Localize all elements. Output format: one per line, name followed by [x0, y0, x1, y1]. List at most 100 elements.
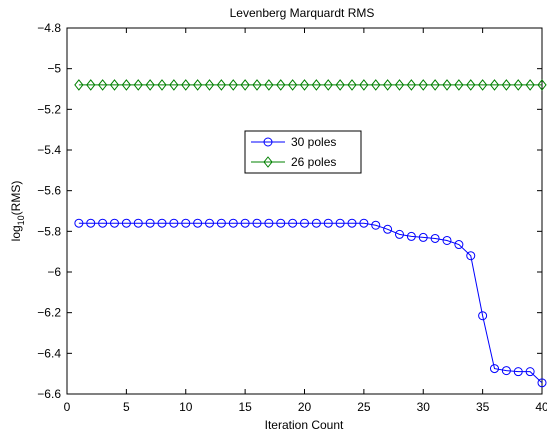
ticks-layer: 0 5 10 15 20 25 30 35 40 −4.8 −5 −5.2 −5.4 −5.6 −5.8 −6…: [37, 21, 547, 414]
data-point-26-poles: [335, 79, 345, 91]
data-point-30-poles: [442, 235, 452, 245]
data-point-26-poles: [501, 79, 512, 91]
data-point-26-poles: [181, 79, 191, 91]
legend-box: [244, 130, 362, 174]
data-point-30-poles: [383, 224, 393, 234]
data-point-26-poles: [537, 79, 547, 91]
legend-label-26-poles: 26 poles: [291, 155, 336, 169]
data-point-26-poles: [145, 79, 155, 91]
data-point-30-poles: [252, 218, 262, 228]
y-axis-label-main: log: [9, 225, 23, 241]
x-tick-label: 30: [417, 400, 431, 414]
series-layer: [74, 79, 547, 388]
data-point-30-poles: [478, 311, 488, 321]
y-tick-label: −5.8: [37, 224, 61, 238]
data-point-26-poles: [418, 79, 428, 91]
data-point-26-poles: [216, 79, 227, 91]
y-tick-label: −5.2: [37, 102, 61, 116]
x-tick-label: 15: [238, 400, 252, 414]
data-point-26-poles: [525, 79, 535, 91]
data-point-26-poles: [97, 79, 108, 91]
data-point-30-poles: [513, 367, 523, 377]
data-point-26-poles: [109, 79, 120, 91]
data-point-30-poles: [406, 231, 416, 241]
y-tick-label: −5: [47, 62, 61, 76]
data-point-30-poles: [430, 233, 440, 243]
data-point-30-poles: [169, 218, 179, 228]
data-point-30-poles: [490, 364, 499, 374]
data-point-26-poles: [157, 79, 167, 91]
data-point-30-poles: [323, 218, 333, 228]
data-point-30-poles: [335, 218, 345, 228]
y-tick-label: −5.4: [37, 143, 61, 157]
data-point-30-poles: [501, 366, 511, 376]
data-point-26-poles: [371, 79, 381, 91]
x-tick-label: 35: [476, 400, 490, 414]
data-point-30-poles: [74, 218, 84, 228]
y-tick-label: −5.6: [37, 184, 61, 198]
data-point-30-poles: [311, 218, 321, 228]
data-point-30-poles: [145, 218, 155, 228]
data-point-26-poles: [133, 79, 143, 91]
legend-marker-30-poles: [263, 137, 273, 147]
data-point-30-poles: [525, 367, 535, 377]
y-axis-label-tail: (RMS): [9, 181, 23, 216]
x-tick-label: 10: [179, 400, 193, 414]
y-axis-label-subscript: 10: [16, 215, 26, 225]
data-point-30-poles: [264, 218, 274, 228]
x-tick-label: 25: [357, 400, 371, 414]
y-axis-label: log10(RMS): [9, 181, 26, 242]
data-point-30-poles: [418, 232, 428, 242]
data-point-30-poles: [300, 218, 309, 228]
data-point-26-poles: [74, 79, 84, 91]
data-point-30-poles: [228, 218, 238, 228]
data-point-26-poles: [287, 79, 298, 91]
y-tick-label: −6.2: [37, 306, 61, 320]
data-point-30-poles: [454, 240, 464, 250]
data-point-30-poles: [537, 378, 547, 388]
x-tick-label: 0: [64, 400, 71, 414]
data-point-30-poles: [359, 218, 369, 228]
data-point-30-poles: [466, 251, 476, 261]
data-point-30-poles: [240, 218, 250, 228]
data-point-30-poles: [121, 218, 131, 228]
chart-title: Levenberg Marquardt RMS: [230, 6, 375, 20]
data-point-26-poles: [359, 79, 369, 91]
data-point-30-poles: [276, 218, 286, 228]
data-point-26-poles: [264, 79, 274, 91]
y-tick-label: −6: [47, 265, 61, 279]
data-point-30-poles: [288, 218, 298, 228]
data-point-26-poles: [394, 79, 405, 91]
data-point-26-poles: [86, 79, 96, 91]
data-point-30-poles: [371, 220, 381, 230]
legend: 30 poles 26 poles: [244, 130, 362, 174]
series-line-30-poles: [78, 222, 543, 384]
legend-marker-26-poles: [263, 156, 273, 168]
data-point-30-poles: [347, 218, 357, 228]
data-point-26-poles: [169, 79, 179, 91]
data-point-26-poles: [454, 79, 464, 91]
data-point-26-poles: [311, 79, 322, 91]
data-point-26-poles: [323, 79, 333, 91]
data-point-30-poles: [157, 218, 167, 228]
data-point-30-poles: [98, 218, 108, 228]
data-point-26-poles: [252, 79, 262, 91]
data-point-30-poles: [216, 218, 226, 228]
y-tick-label: −6.4: [37, 346, 61, 360]
data-point-26-poles: [347, 79, 357, 91]
data-point-26-poles: [477, 79, 488, 91]
data-point-26-poles: [466, 79, 476, 91]
data-point-30-poles: [395, 229, 404, 239]
data-point-26-poles: [240, 79, 250, 91]
legend-label-30-poles: 30 poles: [291, 135, 336, 149]
data-point-26-poles: [228, 79, 238, 91]
x-tick-label: 5: [123, 400, 130, 414]
data-point-30-poles: [181, 218, 191, 228]
data-point-30-poles: [133, 218, 143, 228]
data-point-30-poles: [110, 218, 119, 228]
data-point-30-poles: [193, 218, 203, 228]
data-point-26-poles: [442, 79, 452, 91]
data-point-26-poles: [489, 79, 500, 91]
data-point-26-poles: [513, 79, 523, 91]
